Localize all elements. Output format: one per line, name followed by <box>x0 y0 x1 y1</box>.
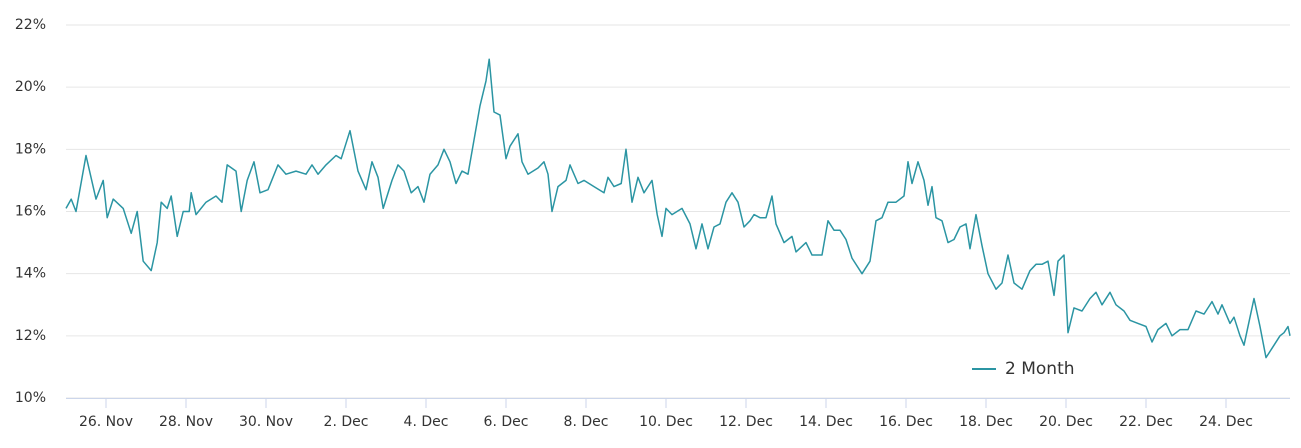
x-tick-label: 2. Dec <box>324 414 369 430</box>
x-tick-label: 30. Nov <box>239 414 293 430</box>
x-tick-label: 20. Dec <box>1039 414 1093 430</box>
y-tick-label: 16% <box>15 204 46 220</box>
x-tick-label: 24. Dec <box>1199 414 1253 430</box>
x-tick-label: 12. Dec <box>719 414 773 430</box>
y-tick-label: 20% <box>15 79 46 95</box>
y-tick-label: 10% <box>15 390 46 406</box>
legend-label: 2 Month <box>1005 359 1075 379</box>
x-tick-label: 14. Dec <box>799 414 853 430</box>
x-tick-label: 22. Dec <box>1119 414 1173 430</box>
x-tick-label: 8. Dec <box>564 414 609 430</box>
x-tick-label: 26. Nov <box>79 414 133 430</box>
y-tick-label: 22% <box>15 17 46 33</box>
x-tick-label: 6. Dec <box>484 414 529 430</box>
y-tick-label: 18% <box>15 141 46 157</box>
x-tick-label: 4. Dec <box>404 414 449 430</box>
y-tick-label: 12% <box>15 328 46 344</box>
y-tick-label: 14% <box>15 266 46 282</box>
x-tick-label: 16. Dec <box>879 414 933 430</box>
x-tick-label: 10. Dec <box>639 414 693 430</box>
x-tick-label: 28. Nov <box>159 414 213 430</box>
x-tick-label: 18. Dec <box>959 414 1013 430</box>
series-line <box>65 58 1291 359</box>
